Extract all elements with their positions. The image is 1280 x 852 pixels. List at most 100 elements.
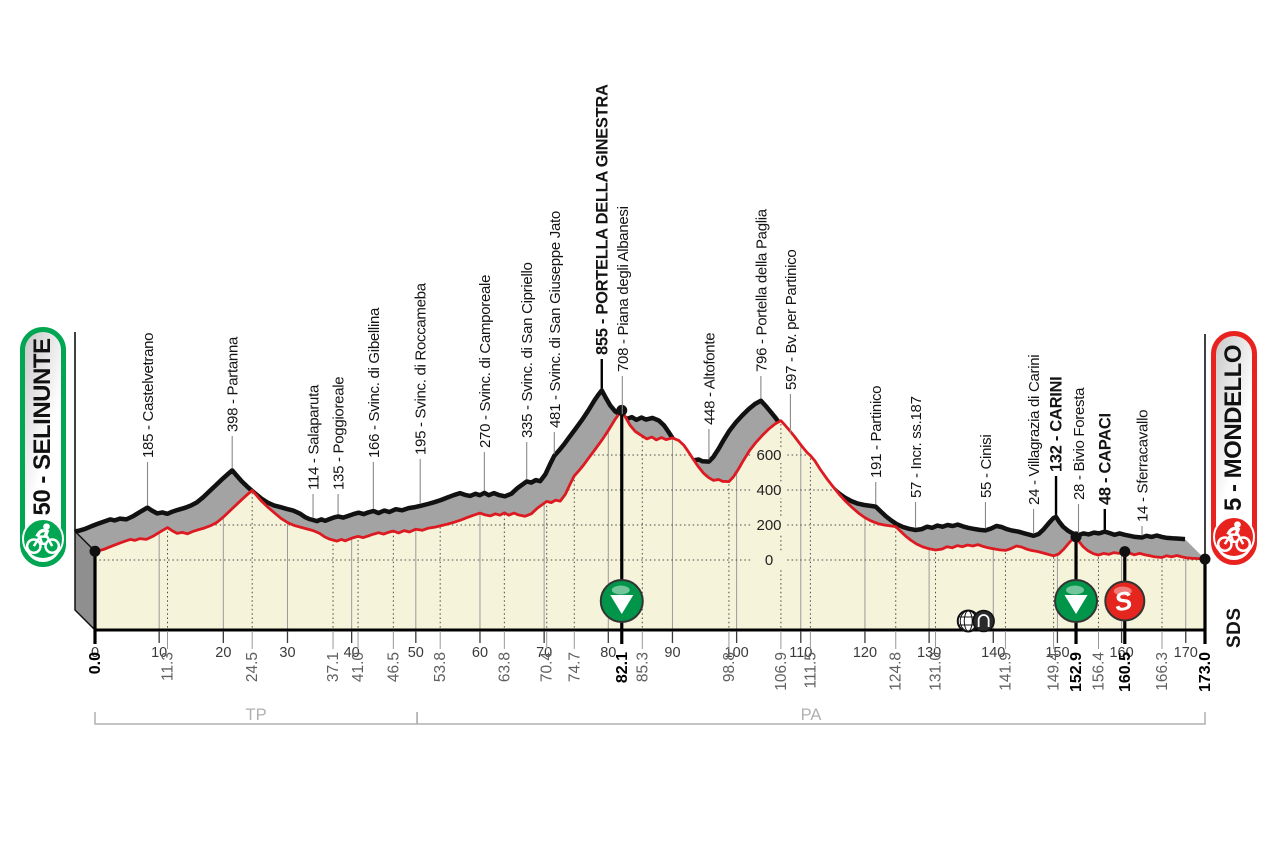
waypoint-label: 597 - Bv. per Partinico [783, 250, 800, 390]
waypoint-85.3: 708 - Piana degli Albanesi 85.3 [615, 206, 652, 682]
waypoint-41.0: 135 - Poggioreale 41.0 [331, 377, 368, 683]
waypoint-63.8: 270 - Svinc. di Camporeale 63.8 [477, 275, 514, 682]
terrain-area [95, 410, 1205, 630]
x-tick-label-160: 160 [1109, 645, 1133, 661]
x-tick-label-80: 80 [600, 645, 616, 661]
waypoint-46.5: 166 - Svinc. di Gibellina 46.5 [366, 307, 403, 682]
x-tick-label-50: 50 [408, 645, 424, 661]
province-bracket-PA [416, 712, 1206, 725]
province-bracket: TP PA [94, 706, 1206, 725]
finish-label: 5 - MONDELLO [1220, 345, 1247, 511]
waypoint-label: 708 - Piana degli Albanesi [615, 206, 632, 372]
province-label-PA: PA [801, 706, 822, 724]
waypoint-label: 24 - Villagrazia di Carini [1026, 355, 1043, 505]
feed-zone-highlight [1066, 585, 1085, 595]
waypoint-141.9: 55 - Cinisi 141.9 [978, 435, 1015, 691]
waypoint-label: 114 - Salaparuta [306, 384, 323, 490]
route-line [94, 408, 1206, 561]
distance-label: 82.1 [614, 652, 631, 683]
x-tick-label-40: 40 [344, 645, 360, 661]
waypoint-82.1: 855 - PORTELLA DELLA GINESTRA 82.1 [593, 84, 631, 683]
elev-label-bg-600 [752, 447, 786, 463]
waypoint-53.8: 195 - Svinc. di Roccameba 53.8 [413, 282, 450, 682]
x-tick-label-100: 100 [725, 645, 749, 661]
waypoint-label: 270 - Svinc. di Camporeale [477, 275, 494, 448]
waypoint-dot [1119, 546, 1131, 558]
x-tick-label-20: 20 [215, 645, 231, 661]
feed-zone-triangle [610, 595, 634, 614]
sprint-circle [1104, 580, 1146, 622]
tunnel-icon [972, 609, 995, 633]
sds-watermark: SDS [1224, 607, 1245, 648]
distance-label: 63.8 [496, 652, 513, 682]
x-tick-label-140: 140 [981, 645, 1005, 661]
waypoint-label: 335 - Svinc. di San Cipriello [519, 262, 536, 438]
distance-label: 53.8 [432, 652, 449, 682]
distance-label: 46.5 [385, 652, 402, 682]
x-tick-label-170: 170 [1174, 645, 1198, 661]
distance-label: 24.5 [244, 652, 261, 682]
finish-banner: 5 - MONDELLO [1211, 331, 1257, 565]
sprint-highlight [1113, 586, 1132, 596]
feed-zone-highlight [611, 585, 630, 595]
x-tick-label-150: 150 [1045, 645, 1069, 661]
waypoint-98.8: 448 - Altofonte 98.8 [701, 333, 738, 682]
feed-zone-icon [1054, 579, 1099, 623]
feed-zone-triangle [1064, 595, 1088, 614]
waypoint-149.4: 24 - Villagrazia di Carini 149.4 [1026, 355, 1063, 691]
x-tick-label-90: 90 [664, 645, 680, 661]
waypoint-label: 855 - PORTELLA DELLA GINESTRA [593, 84, 611, 355]
waypoint-label: 48 - CAPACI [1096, 413, 1114, 505]
distance-label: 173.0 [1197, 652, 1214, 692]
waypoint-106.9: 796 - Portella della Paglia 106.9 [753, 208, 790, 691]
distance-label: 111.5 [802, 652, 819, 689]
x-tick-label-0: 0 [91, 645, 99, 661]
tunnel-arch [977, 614, 990, 627]
distance-label: 124.8 [888, 652, 905, 691]
x-tick-label-70: 70 [536, 645, 552, 661]
elev-label-bg-400 [752, 482, 786, 498]
relief-top-edge [74, 388, 1186, 542]
waypoint-label: 135 - Poggioreale [331, 377, 348, 490]
elev-label-bg-200 [752, 517, 786, 533]
sprint-letter: S [1112, 585, 1135, 618]
distance-label: 37.1 [325, 652, 342, 682]
x-tick-label-10: 10 [151, 645, 167, 661]
start-banner: 50 - SELINUNTE [20, 327, 66, 567]
relief-band [75, 390, 1205, 560]
waypoint-166.3: 14 - Sferracavallo 166.3 [1135, 410, 1172, 691]
distance-label: 0.0 [87, 652, 104, 674]
distance-label: 70.4 [539, 652, 556, 683]
tunnel-circle [972, 609, 995, 633]
province-label-TP: TP [245, 706, 266, 724]
x-tick-label-30: 30 [279, 645, 295, 661]
x-tick-label-60: 60 [472, 645, 488, 661]
distance-label: 74.7 [566, 652, 583, 682]
waypoint-156.4: 28 - Bivio Foresta 156.4 [1071, 387, 1108, 691]
x-tick-label-120: 120 [853, 645, 877, 661]
start-label: 50 - SELINUNTE [29, 338, 56, 516]
distance-label: 141.9 [997, 652, 1014, 691]
waypoint-11.3: 185 - Castelvetrano 11.3 [140, 333, 177, 681]
waypoint-152.9: 132 - CARINI 152.9 [1048, 377, 1086, 692]
waypoint-label: 132 - CARINI [1048, 377, 1066, 472]
waypoint-label: 448 - Altofonte [701, 333, 718, 425]
sprint-icon: S [1104, 580, 1146, 622]
distance-label: 152.9 [1068, 652, 1085, 692]
distance-label: 149.4 [1046, 652, 1063, 691]
elev-label-bg-0 [752, 552, 786, 568]
waypoint-label: 195 - Svinc. di Roccameba [413, 282, 430, 455]
waypoint-label: 57 - Incr. ss.187 [908, 396, 925, 498]
elev-label-200: 200 [756, 517, 781, 534]
distance-label: 98.8 [721, 652, 738, 682]
feed-zone-icon [599, 579, 644, 623]
waypoint-111.5: 597 - Bv. per Partinico 111.5 [783, 250, 820, 689]
finish-cyclist-icon [1213, 516, 1255, 558]
waypoint-label: 796 - Portella della Paglia [753, 208, 770, 372]
waypoint-label: 14 - Sferracavallo [1135, 410, 1152, 522]
distance-label: 85.3 [634, 652, 651, 682]
waypoint-124.8: 191 - Partinico 124.8 [868, 386, 905, 691]
distance-label: 11.3 [160, 652, 177, 681]
waypoint-dot [89, 545, 101, 557]
